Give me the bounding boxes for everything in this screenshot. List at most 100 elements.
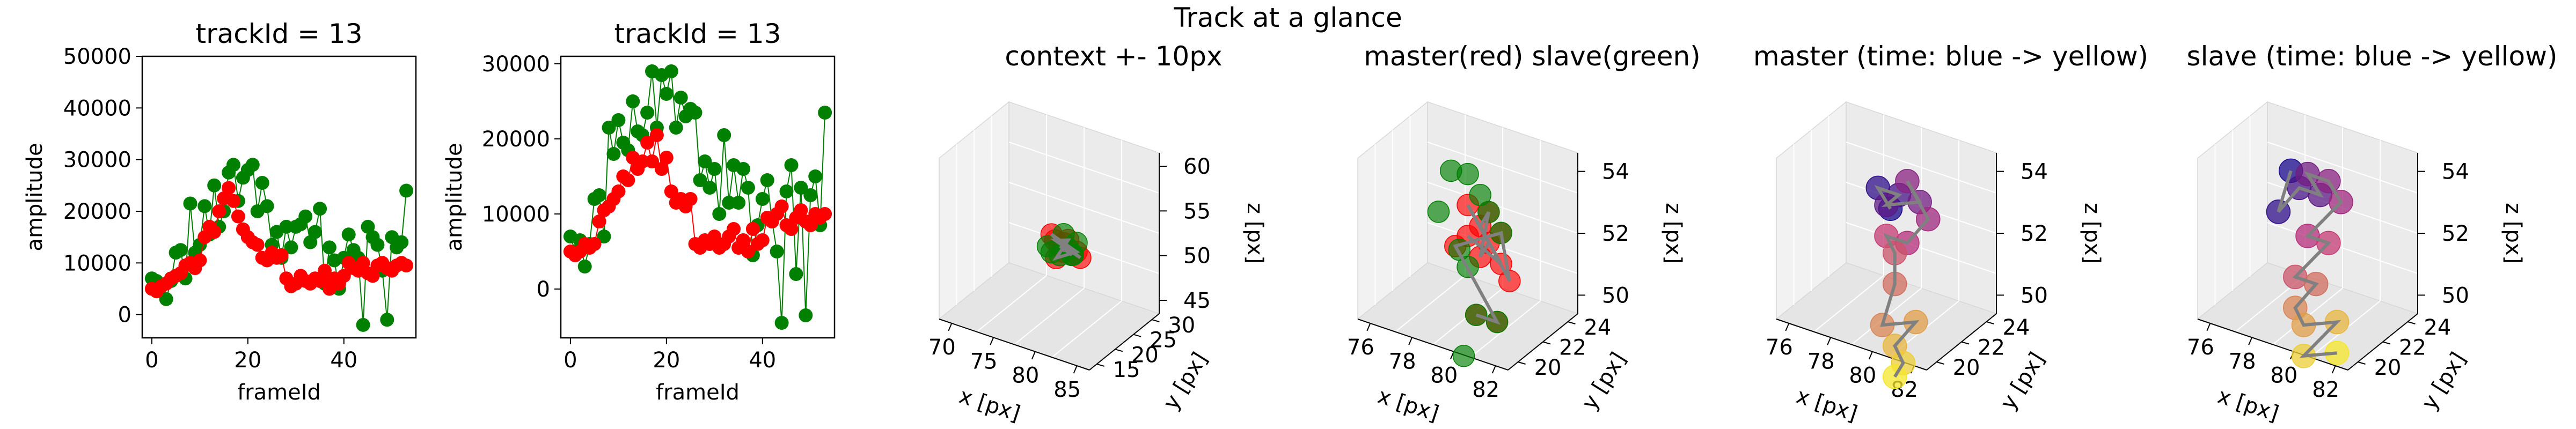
x-axis-label: x [px] (956, 383, 1023, 426)
y-tick-label: 20 (1131, 343, 1159, 367)
x-tick-label: 76 (1766, 335, 1793, 360)
data-point (361, 219, 375, 234)
data-point (298, 209, 313, 224)
x-tick (2331, 365, 2336, 374)
data-point (664, 64, 678, 78)
grid-line (1051, 300, 1122, 358)
chart-title: master (time: blue -> yellow) (1753, 41, 2148, 72)
data-point (193, 253, 207, 268)
z-tick-label: 55 (1183, 199, 1211, 224)
y-axis-label: amplitude (442, 143, 467, 251)
data-point (635, 154, 650, 168)
y-tick-label: 15 (1113, 358, 1140, 382)
z-axis-label: z [px] (2501, 203, 2526, 264)
data-point (784, 222, 799, 236)
data-point (794, 181, 808, 195)
data-point (1452, 345, 1475, 367)
x-tick-label: 80 (1430, 364, 1458, 388)
data-point (602, 121, 616, 135)
data-point (669, 121, 683, 135)
track-line (1453, 204, 1511, 325)
plot-frame (560, 55, 836, 339)
data-point (380, 313, 394, 327)
y-tick-label: 0 (537, 277, 550, 302)
data-point (659, 87, 674, 101)
data-point (592, 214, 606, 228)
z-tick-label: 45 (1183, 289, 1211, 313)
line-chart-2: 0 20 40 0 10000 20000 30000 trackId = 13 frameId… (442, 18, 836, 405)
grid-line (1008, 142, 1160, 194)
z-tick-label: 50 (1183, 244, 1211, 269)
x-tick-label: 78 (2229, 349, 2256, 374)
figure-suptitle: Track at a glance (1173, 2, 1402, 33)
y-tick (1986, 321, 1994, 324)
y-tick-label: 30000 (482, 52, 550, 77)
data-point (784, 158, 799, 172)
data-point (279, 219, 294, 234)
x-tick (1868, 351, 1873, 360)
data-point (226, 158, 240, 172)
x-tick (2206, 323, 2211, 331)
data-point (341, 227, 356, 242)
x-tick (1408, 337, 1413, 345)
data-point (222, 181, 236, 195)
z-axis-label: z [px] (1242, 203, 1267, 264)
x-tick-label: 20 (234, 348, 261, 373)
chart-title: master(red) slave(green) (1364, 41, 1701, 72)
data-point (274, 248, 289, 262)
y-axis-label: amplitude (23, 143, 47, 251)
x-tick-label: 0 (145, 348, 158, 373)
data-point (659, 151, 674, 165)
y-tick (1133, 334, 1141, 337)
x-tick-label: 85 (1053, 378, 1081, 402)
data-point (664, 184, 678, 198)
line-chart-1: 0 20 40 0 10000 20000 30000 40000 50000 trackId =… (23, 18, 417, 405)
data-point (1469, 183, 1491, 206)
z-tick-label: 54 (2021, 160, 2048, 184)
z-tick-label: 50 (2442, 283, 2469, 308)
y-tick (1936, 361, 1944, 365)
x-axis-label: x [px] (2214, 383, 2281, 426)
data-point (587, 237, 602, 251)
data-point (183, 196, 197, 211)
data-point (284, 240, 298, 255)
y-tick-label: 10000 (482, 202, 550, 227)
y-tick-label: 30 (1168, 313, 1195, 338)
grid-line (1427, 142, 1578, 194)
x-tick-label: 40 (330, 348, 357, 373)
grid-line (1846, 142, 1997, 194)
x-tick-label: 82 (1472, 378, 1499, 402)
y-tick-label: 40000 (63, 96, 131, 121)
track-line (2277, 170, 2343, 358)
x-axis-label: x [px] (1374, 383, 1441, 426)
y-tick-label: 25 (1150, 328, 1177, 353)
data-point (356, 256, 370, 270)
data-point (779, 184, 794, 198)
z-tick-label: 50 (1602, 283, 1629, 308)
data-point (313, 202, 327, 216)
z-tick-label: 50 (2021, 283, 2048, 308)
data-point (365, 269, 380, 283)
x-axis-line (1357, 319, 1509, 371)
data-point (731, 196, 746, 210)
data-point (803, 188, 818, 202)
y-tick-label: 24 (2002, 315, 2030, 340)
data-point (774, 316, 789, 330)
x-axis-label: frameId (237, 380, 321, 405)
z-tick-label: 52 (2021, 221, 2048, 246)
data-point (207, 225, 222, 239)
data-point (736, 233, 750, 247)
y-tick-label: 20 (1953, 356, 1980, 380)
data-point (226, 194, 240, 208)
y-tick (1096, 363, 1104, 367)
x-tick (990, 337, 994, 345)
data-point (755, 233, 770, 247)
data-point (159, 292, 173, 306)
y-tick-label: 20000 (482, 127, 550, 152)
track-line (1874, 180, 1930, 378)
x-tick-label: 20 (653, 348, 680, 373)
y-tick (1115, 349, 1123, 352)
data-point (755, 192, 770, 206)
y-tick (1542, 341, 1551, 345)
